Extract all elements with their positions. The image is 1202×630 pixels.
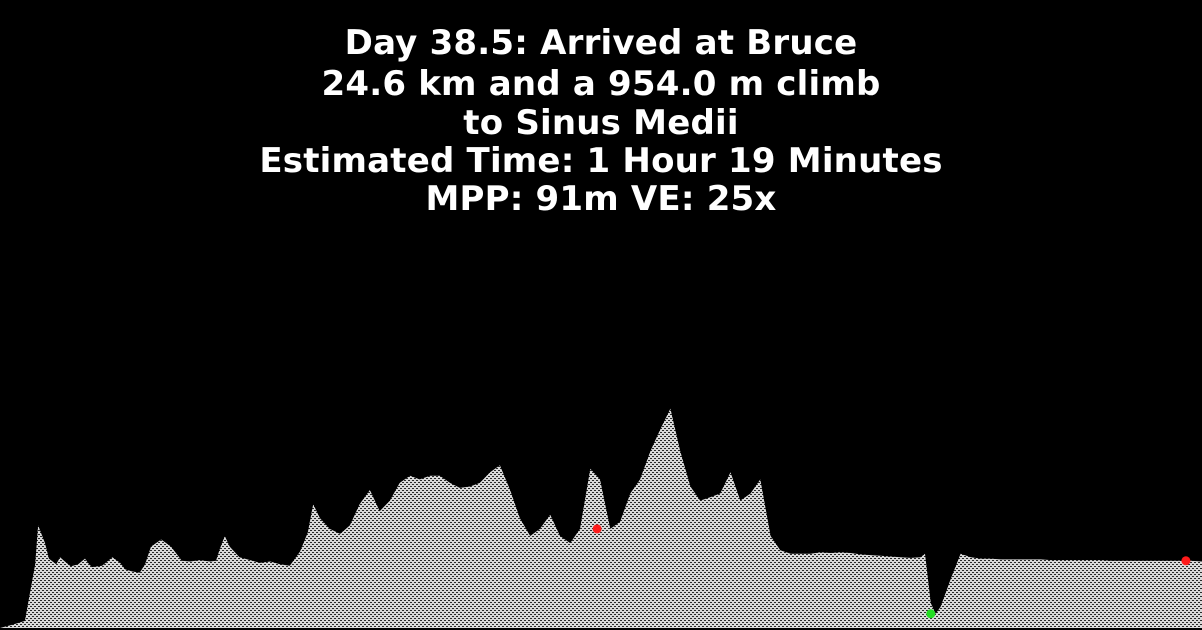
day-title: Day 38.5: Arrived at Bruce — [344, 23, 858, 63]
marker-green-1 — [926, 609, 936, 619]
route-title-block: Day 38.5: Arrived at Bruce 24.6 km and a… — [0, 22, 1202, 218]
marker-red-0 — [592, 524, 602, 534]
destination-line: to Sinus Medii — [463, 103, 739, 143]
marker-red-2 — [1181, 556, 1191, 566]
terrain-area — [0, 408, 1202, 628]
mpp-ve-line: MPP: 91m VE: 25x — [425, 179, 777, 219]
estimated-time-line: Estimated Time: 1 Hour 19 Minutes — [259, 141, 943, 181]
distance-climb-line: 24.6 km and a 954.0 m climb — [321, 64, 881, 104]
